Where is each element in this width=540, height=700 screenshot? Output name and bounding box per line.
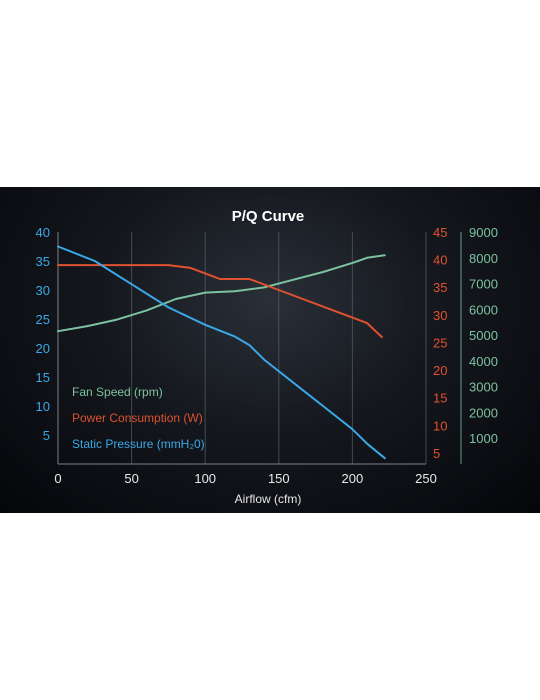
power-tick-label: 20 <box>433 363 447 378</box>
legend: Fan Speed (rpm) Power Consumption (W) Stat… <box>72 385 205 451</box>
pressure-tick-label: 25 <box>36 312 50 327</box>
power-tick-label: 30 <box>433 308 447 323</box>
pressure-series-line <box>57 245 386 460</box>
speed-tick-label: 8000 <box>469 251 498 266</box>
speed-tick-label: 6000 <box>469 302 498 317</box>
power-tick-label: 5 <box>433 446 440 461</box>
x-tick-label: 0 <box>54 471 61 486</box>
speed-tick-label: 9000 <box>469 225 498 240</box>
x-tick-label: 200 <box>342 471 364 486</box>
speed-series-line <box>57 254 386 333</box>
x-tick-label: 50 <box>124 471 138 486</box>
pq-curve-chart: P/Q Curve 0 50 100 150 200 250 5 10 15 20 25 30 35 40… <box>36 208 498 506</box>
x-tick-label: 150 <box>268 471 290 486</box>
speed-tick-label: 5000 <box>469 328 498 343</box>
power-tick-label: 45 <box>433 225 447 240</box>
pressure-tick-label: 15 <box>36 370 50 385</box>
power-tick-label: 35 <box>433 280 447 295</box>
speed-tick-label: 4000 <box>469 354 498 369</box>
chart-panel: P/Q Curve 0 50 100 150 200 250 5 10 15 20 25 30 35 40… <box>0 187 540 513</box>
power-tick-label: 10 <box>433 418 447 433</box>
x-tick-label: 250 <box>415 471 437 486</box>
speed-tick-label: 7000 <box>469 277 498 292</box>
speed-tick-label: 1000 <box>469 431 498 446</box>
series-lines <box>57 245 386 460</box>
axes: 0 50 100 150 200 250 5 10 15 20 25 30 35 40 5 10 15 20 25 3… <box>36 225 498 486</box>
grid-lines <box>57 232 427 464</box>
pressure-tick-label: 5 <box>43 428 50 443</box>
power-tick-label: 25 <box>433 335 447 350</box>
x-axis-label: Airflow (cfm) <box>235 492 302 506</box>
x-tick-label: 100 <box>194 471 216 486</box>
pressure-tick-label: 20 <box>36 341 50 356</box>
legend-item: Power Consumption (W) <box>72 411 203 425</box>
pressure-tick-label: 10 <box>36 399 50 414</box>
power-tick-label: 40 <box>433 253 447 268</box>
pressure-tick-label: 30 <box>36 283 50 298</box>
speed-tick-label: 2000 <box>469 405 498 420</box>
power-series-line <box>57 264 383 338</box>
power-tick-label: 15 <box>433 391 447 406</box>
legend-item: Static Pressure (mmH₂0) <box>72 437 205 451</box>
speed-tick-label: 3000 <box>469 380 498 395</box>
legend-item: Fan Speed (rpm) <box>72 385 163 399</box>
pressure-tick-label: 40 <box>36 225 50 240</box>
pressure-tick-label: 35 <box>36 254 50 269</box>
chart-title: P/Q Curve <box>232 208 305 225</box>
